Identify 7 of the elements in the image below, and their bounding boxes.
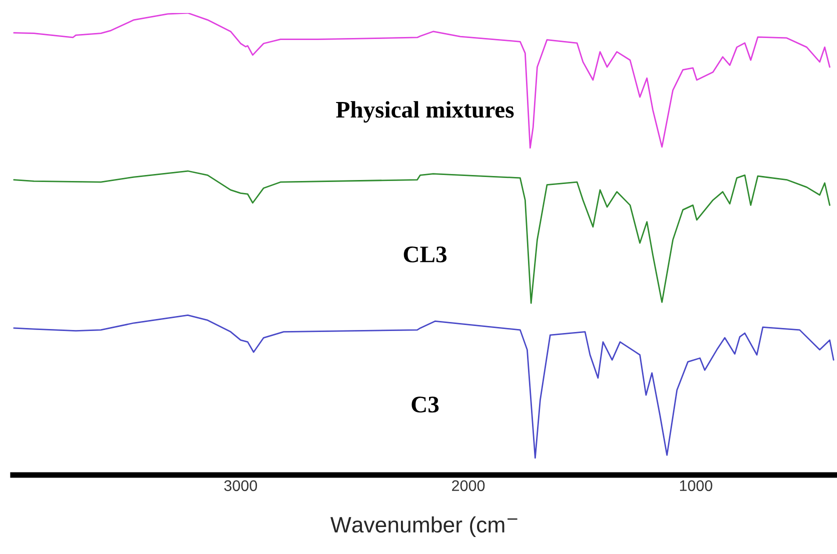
text: CL3 xyxy=(404,246,446,262)
series-label: Physical mixtures xyxy=(336,101,514,123)
x-tick-label: 2000 xyxy=(452,480,485,492)
x-tick-label: 3000 xyxy=(224,480,258,492)
text: C3 xyxy=(412,396,439,413)
x-axis-title: Wavenumber (cm$^{−}$ xyxy=(330,516,518,538)
x-tick-label: 1000 xyxy=(680,480,712,492)
